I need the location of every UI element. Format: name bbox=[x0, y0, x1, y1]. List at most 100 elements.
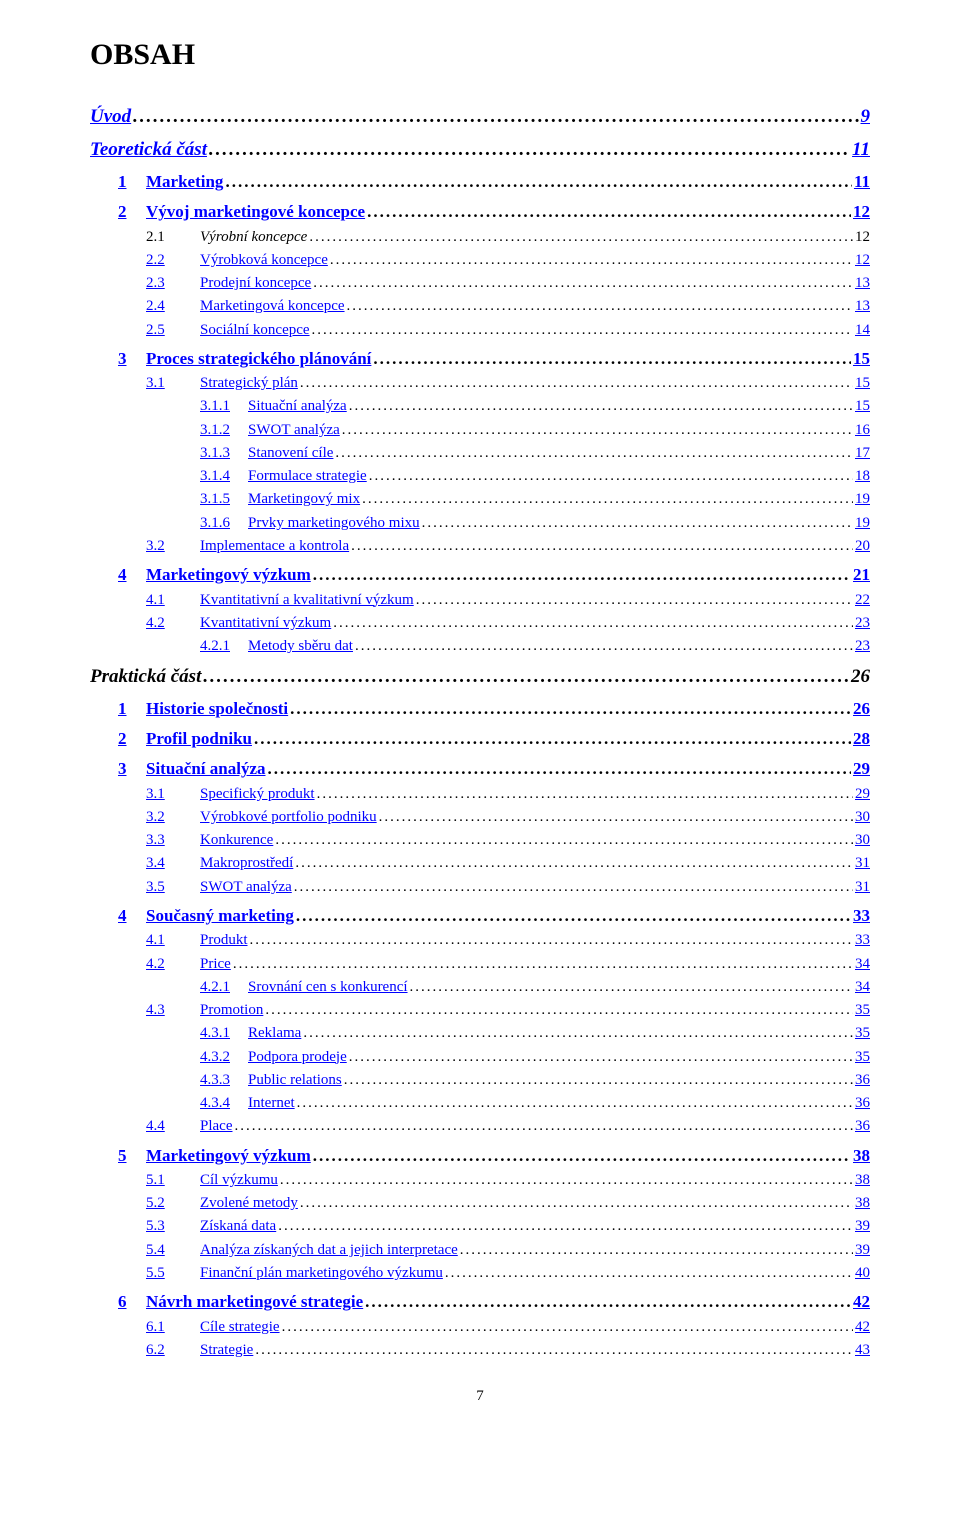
toc-entry-label[interactable]: Teoretická část bbox=[90, 135, 207, 164]
toc-entry-label[interactable]: Současný marketing bbox=[146, 903, 294, 929]
toc-entry-label[interactable]: Formulace strategie bbox=[248, 465, 367, 488]
toc-entry[interactable]: 4.3.3Public relations36 bbox=[90, 1069, 870, 1092]
toc-entry-label[interactable]: Marketingový výzkum bbox=[146, 562, 311, 588]
toc-entry[interactable]: 4.1Kvantitativní a kvalitativní výzkum22 bbox=[90, 589, 870, 612]
toc-entry[interactable]: 5.3Získaná data39 bbox=[90, 1215, 870, 1238]
toc-entry-page[interactable]: 11 bbox=[852, 135, 870, 164]
toc-entry[interactable]: 6.1Cíle strategie42 bbox=[90, 1316, 870, 1339]
toc-entry-page[interactable]: 35 bbox=[855, 1046, 870, 1069]
toc-entry-label[interactable]: Metody sběru dat bbox=[248, 635, 353, 658]
toc-entry-label[interactable]: Proces strategického plánování bbox=[146, 346, 371, 372]
toc-entry[interactable]: 3.1.2SWOT analýza16 bbox=[90, 419, 870, 442]
toc-entry-page[interactable]: 30 bbox=[855, 829, 870, 852]
toc-entry-page[interactable]: 13 bbox=[855, 272, 870, 295]
toc-entry-page[interactable]: 13 bbox=[855, 295, 870, 318]
toc-entry-page[interactable]: 30 bbox=[855, 806, 870, 829]
toc-entry-page[interactable]: 19 bbox=[855, 512, 870, 535]
toc-entry-page[interactable]: 42 bbox=[855, 1316, 870, 1339]
toc-entry[interactable]: 5.1Cíl výzkumu38 bbox=[90, 1169, 870, 1192]
toc-entry-label[interactable]: Podpora prodeje bbox=[248, 1046, 347, 1069]
toc-entry[interactable]: 2.3Prodejní koncepce13 bbox=[90, 272, 870, 295]
toc-entry[interactable]: 3.2Výrobkové portfolio podniku30 bbox=[90, 806, 870, 829]
toc-entry-label[interactable]: Výrobková koncepce bbox=[200, 249, 328, 272]
toc-entry[interactable]: 1Historie společnosti26 bbox=[90, 696, 870, 722]
toc-entry[interactable]: 3.4Makroprostředí31 bbox=[90, 852, 870, 875]
toc-entry-label[interactable]: Cíl výzkumu bbox=[200, 1169, 278, 1192]
toc-entry-label[interactable]: Cíle strategie bbox=[200, 1316, 280, 1339]
toc-entry-page[interactable]: 38 bbox=[853, 1143, 870, 1169]
toc-entry-page[interactable]: 33 bbox=[853, 903, 870, 929]
toc-entry[interactable]: 4.1Produkt33 bbox=[90, 929, 870, 952]
toc-entry[interactable]: 4Současný marketing33 bbox=[90, 903, 870, 929]
toc-entry-page[interactable]: 40 bbox=[855, 1262, 870, 1285]
toc-entry[interactable]: 4.3Promotion35 bbox=[90, 999, 870, 1022]
toc-entry[interactable]: 2.2Výrobková koncepce12 bbox=[90, 249, 870, 272]
toc-entry[interactable]: 3.1Specifický produkt29 bbox=[90, 783, 870, 806]
toc-entry-page[interactable]: 16 bbox=[855, 419, 870, 442]
toc-entry-page[interactable]: 18 bbox=[855, 465, 870, 488]
toc-entry[interactable]: 3.2Implementace a kontrola20 bbox=[90, 535, 870, 558]
toc-entry-label[interactable]: Makroprostředí bbox=[200, 852, 293, 875]
toc-entry-label[interactable]: Produkt bbox=[200, 929, 248, 952]
toc-entry-label[interactable]: Marketing bbox=[146, 169, 223, 195]
toc-entry[interactable]: 3.1.6Prvky marketingového mixu19 bbox=[90, 512, 870, 535]
toc-entry-label[interactable]: Zvolené metody bbox=[200, 1192, 298, 1215]
toc-entry[interactable]: 3.3Konkurence30 bbox=[90, 829, 870, 852]
toc-entry-label[interactable]: Profil podniku bbox=[146, 726, 252, 752]
toc-entry-label[interactable]: Situační analýza bbox=[146, 756, 266, 782]
toc-entry[interactable]: 4.4Place36 bbox=[90, 1115, 870, 1138]
toc-entry-label[interactable]: Sociální koncepce bbox=[200, 319, 310, 342]
toc-entry-page[interactable]: 19 bbox=[855, 488, 870, 511]
toc-entry[interactable]: 3Situační analýza29 bbox=[90, 756, 870, 782]
toc-entry[interactable]: 1Marketing11 bbox=[90, 169, 870, 195]
toc-entry-label[interactable]: Kvantitativní výzkum bbox=[200, 612, 331, 635]
toc-entry-label[interactable]: Internet bbox=[248, 1092, 295, 1115]
toc-entry-page[interactable]: 38 bbox=[855, 1169, 870, 1192]
toc-entry-page[interactable]: 11 bbox=[854, 169, 870, 195]
toc-entry-label[interactable]: SWOT analýza bbox=[248, 419, 340, 442]
toc-entry-page[interactable]: 15 bbox=[855, 372, 870, 395]
toc-entry[interactable]: 3Proces strategického plánování15 bbox=[90, 346, 870, 372]
toc-entry-page[interactable]: 34 bbox=[855, 976, 870, 999]
toc-entry-page[interactable]: 29 bbox=[853, 756, 870, 782]
toc-entry[interactable]: 3.5SWOT analýza31 bbox=[90, 876, 870, 899]
toc-entry-page[interactable]: 15 bbox=[855, 395, 870, 418]
toc-entry-label[interactable]: Kvantitativní a kvalitativní výzkum bbox=[200, 589, 414, 612]
toc-entry[interactable]: 3.1.3Stanovení cíle17 bbox=[90, 442, 870, 465]
toc-entry-label[interactable]: Prodejní koncepce bbox=[200, 272, 311, 295]
toc-entry-page[interactable]: 20 bbox=[855, 535, 870, 558]
toc-entry[interactable]: 6Návrh marketingové strategie42 bbox=[90, 1289, 870, 1315]
toc-entry-label[interactable]: Price bbox=[200, 953, 231, 976]
toc-entry-label[interactable]: Specifický produkt bbox=[200, 783, 315, 806]
toc-entry-label[interactable]: Historie společnosti bbox=[146, 696, 288, 722]
toc-entry-page[interactable]: 33 bbox=[855, 929, 870, 952]
toc-entry-page[interactable]: 39 bbox=[855, 1239, 870, 1262]
toc-entry-label[interactable]: Marketingový mix bbox=[248, 488, 360, 511]
toc-entry[interactable]: 4.2Kvantitativní výzkum23 bbox=[90, 612, 870, 635]
toc-entry[interactable]: 4.3.4Internet36 bbox=[90, 1092, 870, 1115]
toc-entry[interactable]: 5.2Zvolené metody38 bbox=[90, 1192, 870, 1215]
toc-entry-page[interactable]: 21 bbox=[853, 562, 870, 588]
toc-entry[interactable]: 3.1.1Situační analýza15 bbox=[90, 395, 870, 418]
toc-entry[interactable]: 4.2.1Metody sběru dat23 bbox=[90, 635, 870, 658]
toc-entry[interactable]: 4Marketingový výzkum21 bbox=[90, 562, 870, 588]
toc-entry-page[interactable]: 36 bbox=[855, 1115, 870, 1138]
toc-entry-label[interactable]: Získaná data bbox=[200, 1215, 276, 1238]
toc-entry-page[interactable]: 23 bbox=[855, 612, 870, 635]
toc-entry-label[interactable]: Úvod bbox=[90, 102, 131, 131]
toc-entry-page[interactable]: 36 bbox=[855, 1092, 870, 1115]
toc-entry-page[interactable]: 15 bbox=[853, 346, 870, 372]
toc-entry[interactable]: 3.1.4Formulace strategie18 bbox=[90, 465, 870, 488]
toc-entry-page[interactable]: 42 bbox=[853, 1289, 870, 1315]
toc-entry-label[interactable]: Implementace a kontrola bbox=[200, 535, 349, 558]
toc-entry-page[interactable]: 14 bbox=[855, 319, 870, 342]
toc-entry-page[interactable]: 35 bbox=[855, 999, 870, 1022]
toc-entry-label[interactable]: Analýza získaných dat a jejich interpret… bbox=[200, 1239, 458, 1262]
toc-entry-label[interactable]: Place bbox=[200, 1115, 232, 1138]
toc-entry-label[interactable]: Finanční plán marketingového výzkumu bbox=[200, 1262, 443, 1285]
toc-entry-page[interactable]: 31 bbox=[855, 852, 870, 875]
toc-entry[interactable]: 2.5Sociální koncepce14 bbox=[90, 319, 870, 342]
toc-entry-label[interactable]: Public relations bbox=[248, 1069, 342, 1092]
toc-entry-page[interactable]: 23 bbox=[855, 635, 870, 658]
toc-entry-page[interactable]: 36 bbox=[855, 1069, 870, 1092]
